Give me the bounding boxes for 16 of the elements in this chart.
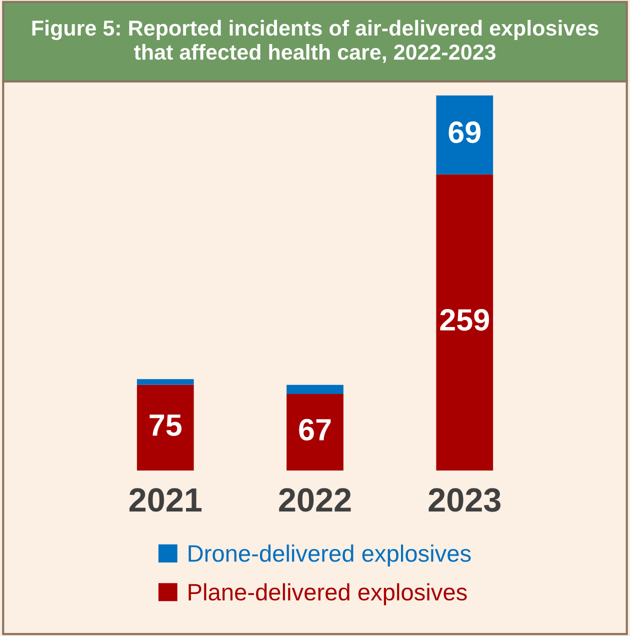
x-tick-label: 2021 [129,488,202,512]
bar [436,174,494,471]
chart-title: Figure 5: Reported incidents of air-delivered explosives that affected health care, 2022-2023 [32,20,598,63]
bar [436,95,494,174]
x-tick-label: 2023 [428,488,500,512]
data-label: 259 [440,309,489,331]
data-label: 75 [150,414,182,436]
bar [136,384,194,471]
bar [286,384,344,394]
data-label: 69 [448,121,480,144]
x-tick-label: 2022 [279,488,351,512]
bar [286,394,344,471]
data-label: 67 [299,418,331,441]
bar [136,379,194,385]
legend-label: Plane-delivered explosives [188,583,467,606]
legend-label: Drone-delivered explosives [188,544,471,567]
